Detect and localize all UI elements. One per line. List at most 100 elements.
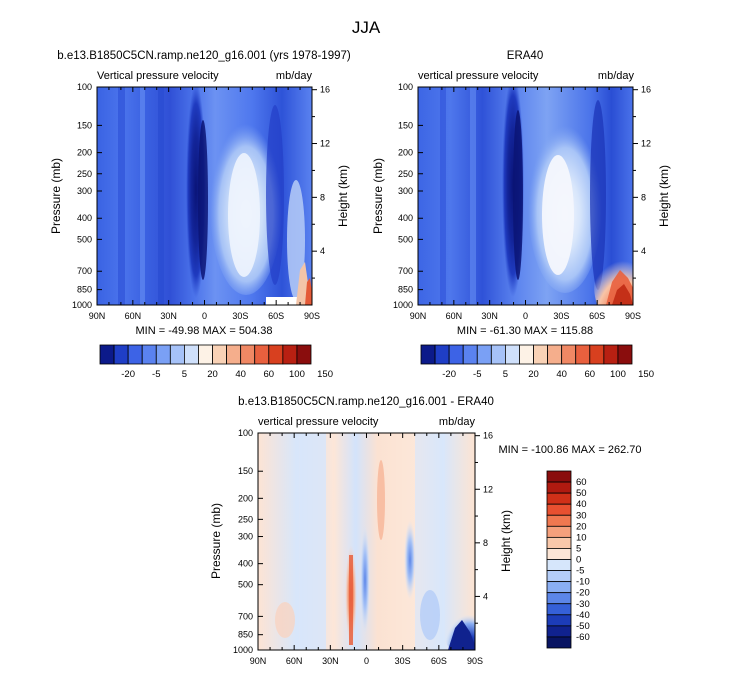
axes: 90N 60N 30N 0 30S 60S 90S 100 150 200 250 300 400 500…: [393, 82, 651, 321]
colorbar-swatch: [504, 344, 520, 365]
colorbar-swatch: [99, 344, 115, 365]
y-tick-label: 500: [238, 580, 253, 590]
y-tick-label: 400: [238, 559, 253, 569]
min-max-stats: MIN = -49.98 MAX = 504.38: [136, 325, 273, 337]
colorbar: -20 -5 5 20 40 60 100 150: [99, 344, 333, 380]
colorbar-label: 40: [235, 369, 246, 380]
contour-field: [97, 87, 312, 305]
colorbar-swatch: [547, 344, 563, 365]
x-tick-label: 90N: [250, 656, 267, 666]
colorbar-swatch: [546, 592, 572, 605]
y-tick-label: 300: [238, 532, 253, 542]
colorbar-swatch: [462, 344, 478, 365]
colorbar-label: -5: [576, 566, 584, 577]
colorbar-label: 100: [289, 369, 305, 380]
colorbar-label: -10: [576, 577, 590, 588]
x-tick-label: 30S: [553, 311, 569, 321]
y2-axis-label: Height (km): [657, 165, 671, 227]
y-tick-label: 250: [77, 169, 92, 179]
x-tick-label: 30N: [322, 656, 339, 666]
y-tick-label: 1000: [393, 300, 413, 310]
x-tick-label: 60S: [431, 656, 447, 666]
colorbar-swatch: [561, 344, 577, 365]
y-tick-label: 250: [238, 514, 253, 524]
colorbar-swatch: [448, 344, 464, 365]
axes: 90N 60N 30N 0 30S 60S 90S 100 150 200 250 300 400 500…: [233, 428, 493, 666]
colorbar-swatch: [546, 614, 572, 627]
colorbar-swatch: [476, 344, 492, 365]
colorbar-label: 5: [576, 543, 581, 554]
colorbar-swatch: [546, 525, 572, 538]
colorbar-swatch: [546, 636, 572, 649]
x-tick-label: 60S: [589, 311, 605, 321]
units-label: mb/day: [598, 70, 635, 82]
colorbar-label: 20: [528, 369, 539, 380]
colorbar-swatch: [546, 559, 572, 571]
colorbar-label: 60: [585, 369, 596, 380]
colorbar-swatch: [546, 581, 572, 594]
x-tick-label: 30N: [481, 311, 498, 321]
y-tick-label: 150: [398, 120, 413, 130]
y-tick-label: 100: [77, 82, 92, 92]
y-tick-label: 250: [398, 169, 413, 179]
y2-tick-label: 8: [641, 192, 646, 202]
colorbar-swatch: [240, 344, 256, 365]
colorbar-swatch: [141, 344, 157, 365]
x-tick-label: 30N: [160, 311, 177, 321]
y2-tick-label: 12: [320, 139, 330, 149]
colorbar-swatch: [546, 625, 572, 638]
panel-title: b.e13.B1850C5CN.ramp.ne120_g16.001 - ERA…: [238, 396, 494, 408]
colorbar-swatch: [546, 548, 572, 560]
colorbar-swatch: [546, 481, 572, 494]
colorbar-label: 40: [576, 499, 587, 510]
colorbar-swatch: [226, 344, 242, 365]
colorbar-swatch: [254, 344, 270, 365]
colorbar-label: 150: [317, 369, 333, 380]
panel-model: b.e13.B1850C5CN.ramp.ne120_g16.001 (yrs …: [49, 50, 351, 380]
colorbar-label: -20: [442, 369, 456, 380]
colorbar-swatch: [617, 344, 633, 365]
y-axis-label: Pressure (mb): [209, 503, 223, 579]
colorbar-swatch: [546, 570, 572, 583]
min-max-stats: MIN = -100.86 MAX = 262.70: [498, 444, 641, 456]
colorbar-label: 40: [556, 369, 567, 380]
y-tick-label: 100: [398, 82, 413, 92]
y2-tick-label: 16: [483, 431, 493, 441]
y-axis-label: Pressure (mb): [49, 158, 63, 234]
colorbar-swatch: [546, 536, 572, 549]
y-tick-label: 200: [77, 148, 92, 158]
colorbar-label: 30: [576, 510, 587, 521]
colorbar-label: 60: [264, 369, 275, 380]
units-label: mb/day: [276, 70, 313, 82]
x-tick-label: 30S: [395, 656, 411, 666]
y-tick-label: 700: [398, 266, 413, 276]
colorbar-label: -30: [576, 599, 590, 610]
colorbar-label: -60: [576, 632, 590, 643]
colorbar-label: -40: [576, 610, 590, 621]
colorbar-swatch: [212, 344, 228, 365]
colorbar-swatch: [546, 503, 572, 516]
y-tick-label: 150: [77, 120, 92, 130]
colorbar-swatch: [113, 344, 129, 365]
panel-title: ERA40: [507, 50, 543, 62]
min-max-stats: MIN = -61.30 MAX = 115.88: [457, 325, 593, 337]
colorbar-label: 5: [503, 369, 508, 380]
colorbar-swatch: [519, 344, 534, 365]
y2-tick-label: 4: [641, 246, 646, 256]
y-tick-label: 150: [238, 466, 253, 476]
x-tick-label: 60N: [446, 311, 463, 321]
y2-axis-label: Height (km): [336, 165, 350, 227]
colorbar-swatch: [603, 344, 619, 365]
contour-field: [258, 433, 475, 650]
x-tick-label: 60N: [286, 656, 303, 666]
colorbar-swatch: [169, 344, 185, 365]
colorbar-label: 150: [638, 369, 654, 380]
x-tick-label: 0: [202, 311, 207, 321]
panel-era40: ERA40 vertical pressure velocity mb/day …: [371, 50, 671, 380]
colorbar-swatch: [434, 344, 450, 365]
y-tick-label: 200: [398, 148, 413, 158]
x-tick-label: 0: [523, 311, 528, 321]
colorbar-label: 5: [182, 369, 187, 380]
colorbar-label: -5: [473, 369, 481, 380]
